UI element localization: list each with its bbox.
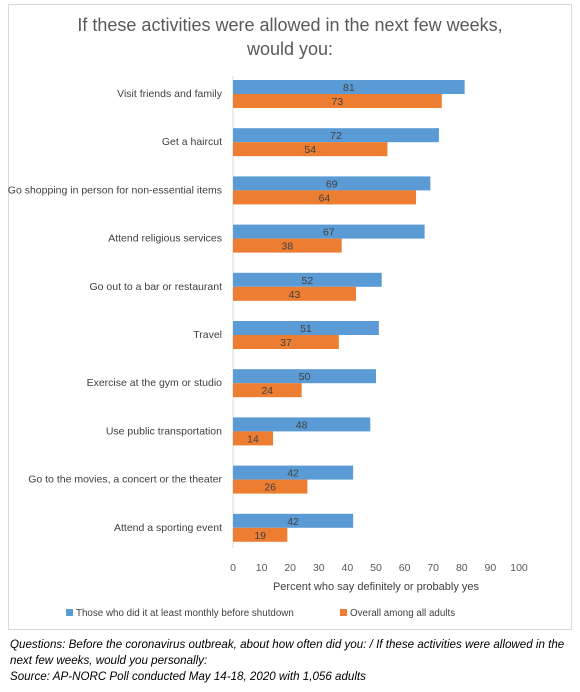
x-axis-title: Percent who say definitely or probably y… [273, 581, 480, 593]
chart-title-line-2: would you: [246, 39, 334, 59]
data-label: 43 [289, 289, 301, 301]
legend-label: Those who did it at least monthly before… [76, 608, 294, 619]
questions-note: Questions: Before the coronavirus outbre… [10, 638, 565, 667]
category-label: Travel [193, 329, 222, 341]
data-label: 52 [302, 275, 314, 287]
bar [233, 479, 308, 494]
data-label: 73 [332, 96, 344, 108]
bar [233, 383, 302, 398]
data-label: 19 [254, 530, 266, 542]
bar [233, 431, 274, 446]
x-tick-label: 70 [427, 562, 439, 574]
x-tick-label: 60 [399, 562, 411, 574]
legend-swatch [340, 609, 347, 616]
chart-notes: Questions: Before the coronavirus outbre… [10, 637, 576, 685]
bar [233, 321, 379, 335]
bar [233, 190, 417, 205]
bar [233, 224, 425, 239]
data-label: 24 [261, 385, 273, 397]
chart-title: If these activities were allowed in the … [9, 13, 571, 61]
data-label: 42 [287, 516, 299, 528]
category-label: Visit friends and family [117, 88, 223, 100]
category-label: Go shopping in person for non-essential … [8, 184, 222, 196]
bar [233, 513, 354, 528]
bar [233, 94, 442, 108]
bar [233, 286, 356, 301]
data-label: 48 [296, 419, 308, 431]
x-tick-label: 50 [370, 562, 382, 574]
legend-label: Overall among all adults [350, 608, 455, 619]
data-label: 54 [304, 144, 316, 156]
x-tick-label: 80 [456, 562, 468, 574]
bar-chart-plot: Visit friends and family 81 73 Get a haircu… [8, 76, 528, 619]
data-label: 67 [323, 227, 335, 239]
category-label: Go out to a bar or restaurant [90, 281, 223, 293]
x-tick-label: 0 [230, 562, 236, 574]
category-label: Exercise at the gym or studio [87, 377, 223, 389]
data-label: 14 [247, 433, 259, 445]
category-label: Use public transportation [106, 425, 222, 437]
bar [233, 128, 439, 143]
data-label: 42 [287, 468, 299, 480]
x-tick-label: 40 [342, 562, 354, 574]
bar [233, 465, 354, 480]
category-label: Go to the movies, a concert or the theat… [28, 474, 222, 486]
bar [233, 80, 465, 94]
bar [233, 335, 339, 349]
chart-title-line-1: If these activities were allowed in the … [77, 15, 503, 35]
data-label: 50 [299, 371, 311, 383]
x-tick-label: 90 [485, 562, 497, 574]
data-label: 81 [343, 82, 355, 94]
data-label: 38 [281, 241, 293, 253]
data-label: 69 [326, 178, 338, 190]
source-note: Source: AP-NORC Poll conducted May 14-18… [10, 670, 366, 683]
data-label: 64 [319, 192, 331, 204]
bar [233, 417, 371, 432]
bar [233, 527, 288, 542]
data-label: 37 [280, 337, 292, 349]
category-label: Attend a sporting event [114, 522, 222, 534]
bar [233, 176, 431, 191]
x-tick-label: 20 [284, 562, 296, 574]
data-label: 72 [330, 130, 342, 142]
x-tick-label: 10 [256, 562, 268, 574]
legend-swatch [66, 609, 73, 616]
bar [233, 142, 388, 157]
category-label: Attend religious services [108, 233, 222, 245]
bar [233, 238, 342, 253]
data-label: 51 [300, 323, 312, 335]
bar [233, 369, 376, 384]
data-label: 26 [264, 482, 276, 494]
bar [233, 272, 382, 287]
x-tick-label: 100 [510, 562, 528, 574]
category-label: Get a haircut [162, 136, 222, 148]
x-tick-label: 30 [313, 562, 325, 574]
